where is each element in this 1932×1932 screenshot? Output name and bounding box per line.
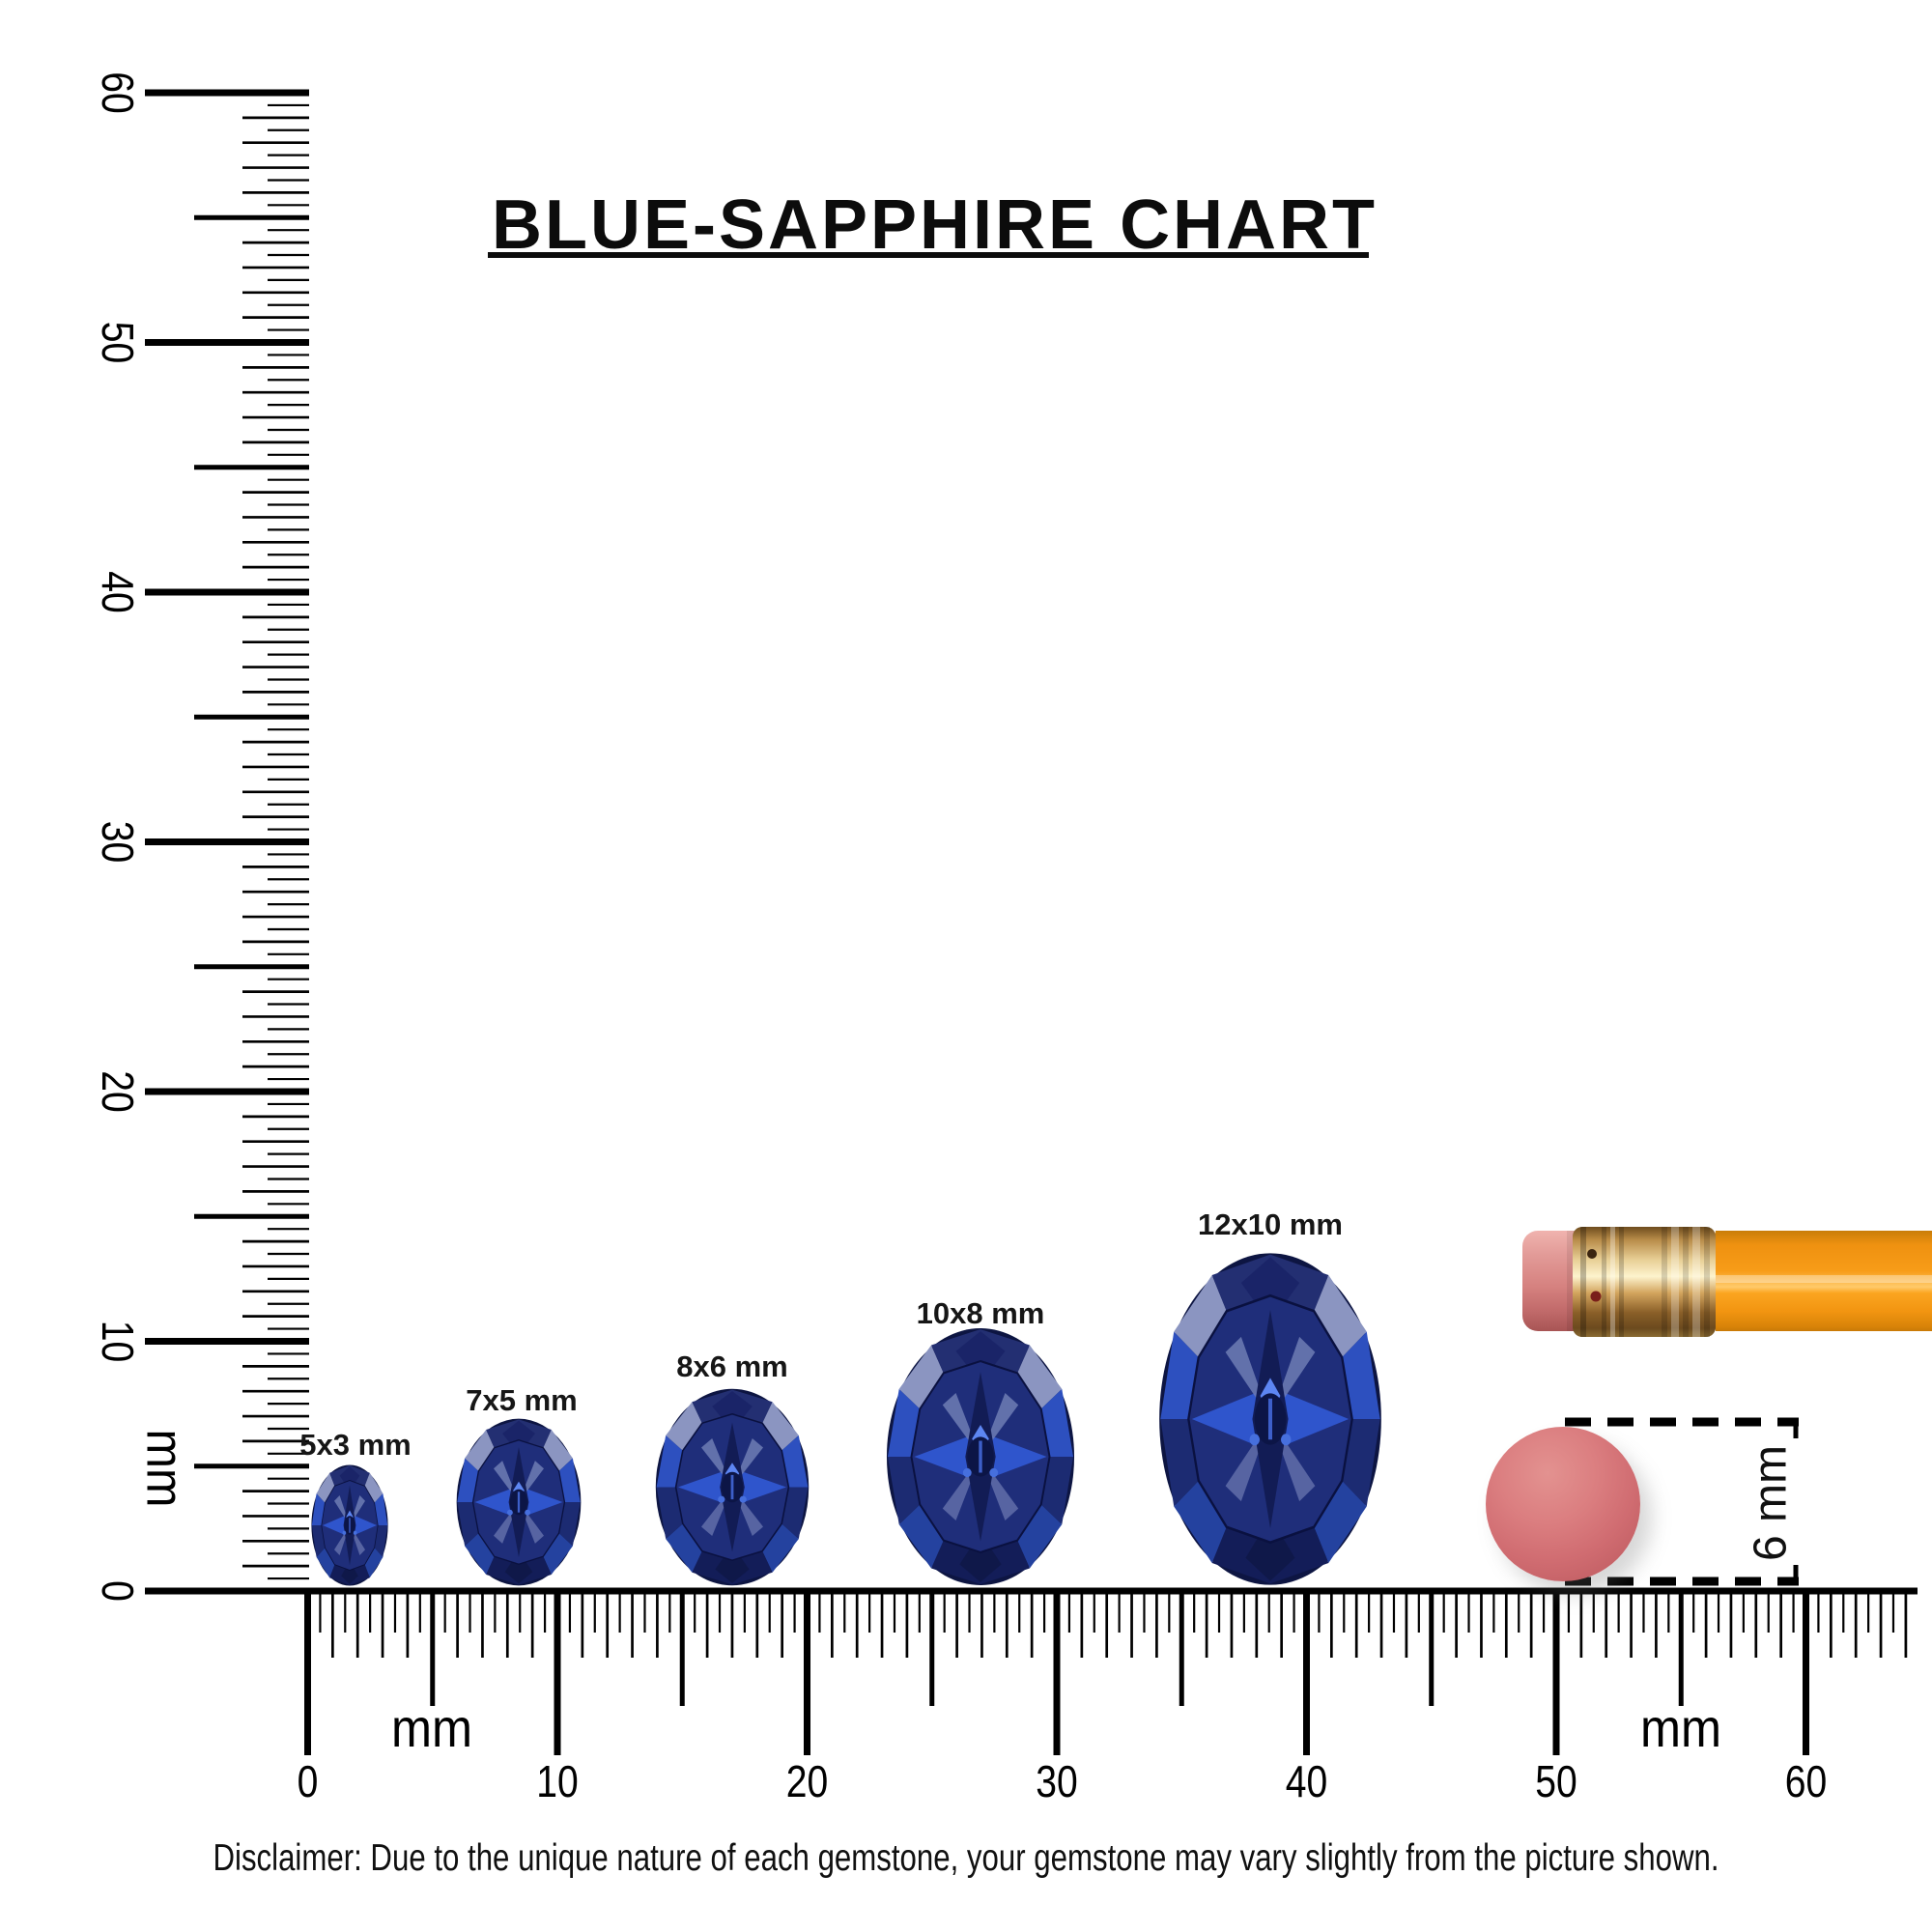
pencil-body (1711, 1231, 1932, 1331)
v-ruler-label: 10 (92, 1321, 142, 1362)
v-ruler-label: 60 (92, 71, 142, 113)
v-ruler-label: 50 (92, 322, 142, 363)
horizontal-ruler: 0 10 20 30 40 50 60 mm mm (147, 1587, 1918, 1807)
eraser-dimension-lines (1565, 1417, 1799, 1586)
gem-8x6 (655, 1388, 810, 1586)
gem-label-10x8: 10x8 mm (916, 1296, 1045, 1330)
v-ruler-unit: mm (136, 1430, 195, 1508)
h-ruler-label: 0 (298, 1757, 319, 1807)
round-eraser (1486, 1427, 1640, 1581)
title-underline (488, 252, 1369, 258)
h-ruler-label: 40 (1286, 1757, 1327, 1807)
v-ruler-label: 0 (92, 1580, 142, 1602)
h-ruler-unit: mm (1640, 1699, 1721, 1759)
eraser-diameter-label: 6 mm (1745, 1445, 1797, 1561)
v-ruler-label: 40 (92, 571, 142, 612)
v-ruler-label: 20 (92, 1070, 142, 1112)
gem-12x10 (1158, 1252, 1382, 1586)
h-ruler-label: 20 (786, 1757, 828, 1807)
pencil-ferrule (1573, 1227, 1716, 1337)
gem-7x5 (456, 1418, 582, 1586)
gem-label-8x6: 8x6 mm (676, 1350, 788, 1383)
ferrule-rivet (1590, 1291, 1602, 1302)
gem-10x8 (886, 1327, 1075, 1586)
gem-5x3 (311, 1464, 388, 1586)
h-ruler-label: 10 (536, 1757, 578, 1807)
v-ruler-label: 30 (92, 821, 142, 863)
gem-label-5x3: 5x3 mm (299, 1428, 412, 1462)
page-title: BLUE-SAPPHIRE CHART (492, 186, 1378, 264)
h-ruler-label: 50 (1535, 1757, 1577, 1807)
h-ruler-unit: mm (391, 1699, 472, 1759)
pencil (1522, 1227, 1932, 1337)
vertical-ruler: 0 10 20 30 40 50 60 mm (92, 71, 309, 1602)
gem-label-7x5: 7x5 mm (466, 1383, 578, 1417)
h-ruler-label: 30 (1036, 1757, 1077, 1807)
disclaimer-text: Disclaimer: Due to the unique nature of … (213, 1837, 1719, 1879)
h-ruler-label: 60 (1785, 1757, 1827, 1807)
gem-label-12x10: 12x10 mm (1198, 1208, 1343, 1241)
ferrule-rivet (1587, 1249, 1597, 1259)
